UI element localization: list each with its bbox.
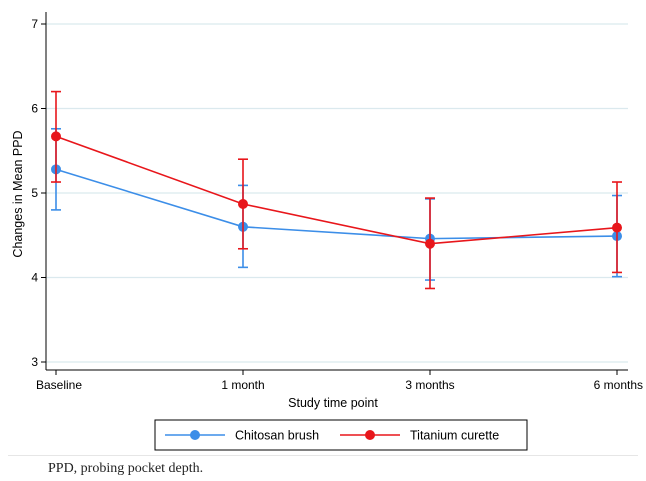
series-1 [51,90,622,290]
legend-swatch-marker [365,430,375,440]
x-tick-label: 6 months [594,378,643,392]
x-tick-label: Baseline [36,378,82,392]
figure-caption: PPD, probing pocket depth. [48,461,204,476]
y-axis-title: Changes in Mean PPD [11,130,25,257]
legend: Chitosan brush Titanium curette [154,419,528,451]
y-tick-label: 7 [31,17,38,31]
y-tick-label: 6 [31,102,38,116]
axes [41,12,628,375]
x-tick-label: 1 month [221,378,264,392]
x-tick-label: 3 months [405,378,454,392]
y-tick-label: 3 [31,355,38,369]
chart: 3 4 5 6 7 Baseline 1 month 3 months 6 months Ch… [11,12,643,451]
x-axis-title: Study time point [288,396,378,410]
y-tick-label: 5 [31,186,38,200]
y-tick-labels: 3 4 5 6 7 [31,17,38,369]
legend-label: Chitosan brush [235,429,319,443]
data-point [51,131,61,142]
legend-swatch-marker [190,430,200,440]
gridlines [46,23,628,363]
data-point [425,238,435,249]
series-line [55,168,618,240]
data-point [612,222,622,233]
caption-divider [8,455,638,456]
y-tick-label: 4 [31,271,38,285]
x-tick-labels: Baseline 1 month 3 months 6 months [36,378,643,392]
data-point [238,198,248,209]
series-group [51,90,622,290]
series-line [55,135,618,245]
series-0 [51,127,622,281]
legend-label: Titanium curette [410,429,499,443]
